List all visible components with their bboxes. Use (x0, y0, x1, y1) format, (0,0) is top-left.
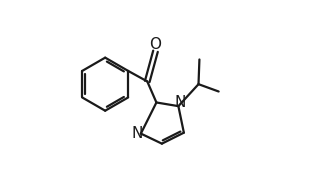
Text: N: N (174, 95, 186, 110)
Text: O: O (150, 37, 161, 52)
Text: N: N (131, 126, 142, 141)
